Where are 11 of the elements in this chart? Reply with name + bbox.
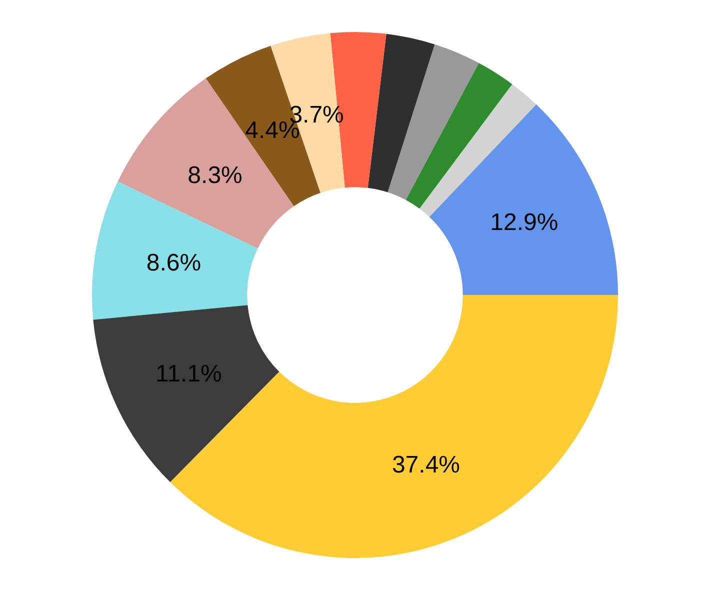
- donut-slice: [388, 44, 479, 200]
- data-label: 8.3%: [188, 162, 242, 189]
- data-label: 11.1%: [156, 360, 222, 388]
- donut-slice: [92, 182, 258, 320]
- donut-slice: [368, 34, 435, 192]
- data-label: 8.6%: [146, 249, 202, 276]
- data-label: 12.9%: [490, 208, 558, 236]
- data-label: 37.4%: [392, 451, 460, 478]
- donut-slice: [93, 305, 280, 482]
- donut-slice: [429, 104, 618, 295]
- donut-slice: [406, 62, 512, 209]
